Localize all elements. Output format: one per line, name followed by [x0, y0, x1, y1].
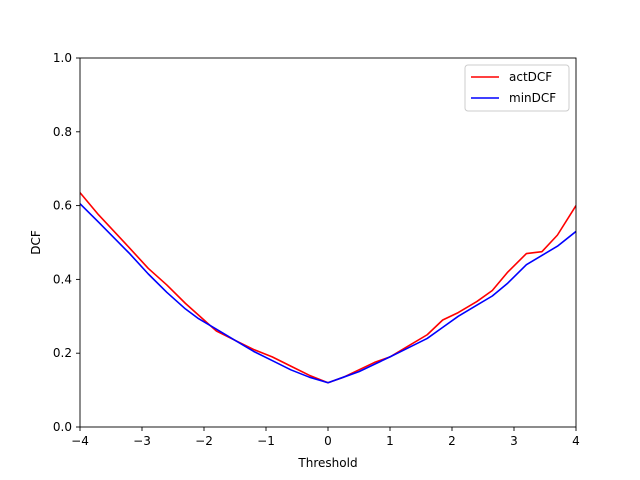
y-tick-label: 0.8 [53, 125, 72, 139]
x-tick-label: −2 [195, 434, 213, 448]
x-tick-label: −4 [71, 434, 89, 448]
x-tick-label: 4 [572, 434, 580, 448]
y-axis-label: DCF [29, 230, 43, 255]
x-tick-label: −3 [133, 434, 151, 448]
y-tick-label: 0.2 [53, 346, 72, 360]
axes: −4 −3 −2 −1 0 1 2 3 4 0.0 0.2 0.4 0.6 0.8 1.0 [53, 51, 580, 448]
legend-label-actDCF: actDCF [509, 70, 552, 84]
x-tick-label: 2 [448, 434, 456, 448]
legend: actDCF minDCF [464, 64, 570, 112]
x-tick-label: 0 [324, 434, 332, 448]
y-tick-label: 0.6 [53, 199, 72, 213]
x-axis-label: Threshold [297, 456, 357, 470]
series-line-minDCF [80, 203, 576, 384]
y-tick-label: 0.0 [53, 420, 72, 434]
plot-area [80, 192, 576, 384]
legend-label-minDCF: minDCF [509, 91, 556, 105]
x-tick-label: −1 [257, 434, 275, 448]
y-tick-label: 0.4 [53, 272, 72, 286]
x-tick-label: 3 [510, 434, 518, 448]
y-tick-label: 1.0 [53, 51, 72, 65]
x-tick-label: 1 [386, 434, 394, 448]
